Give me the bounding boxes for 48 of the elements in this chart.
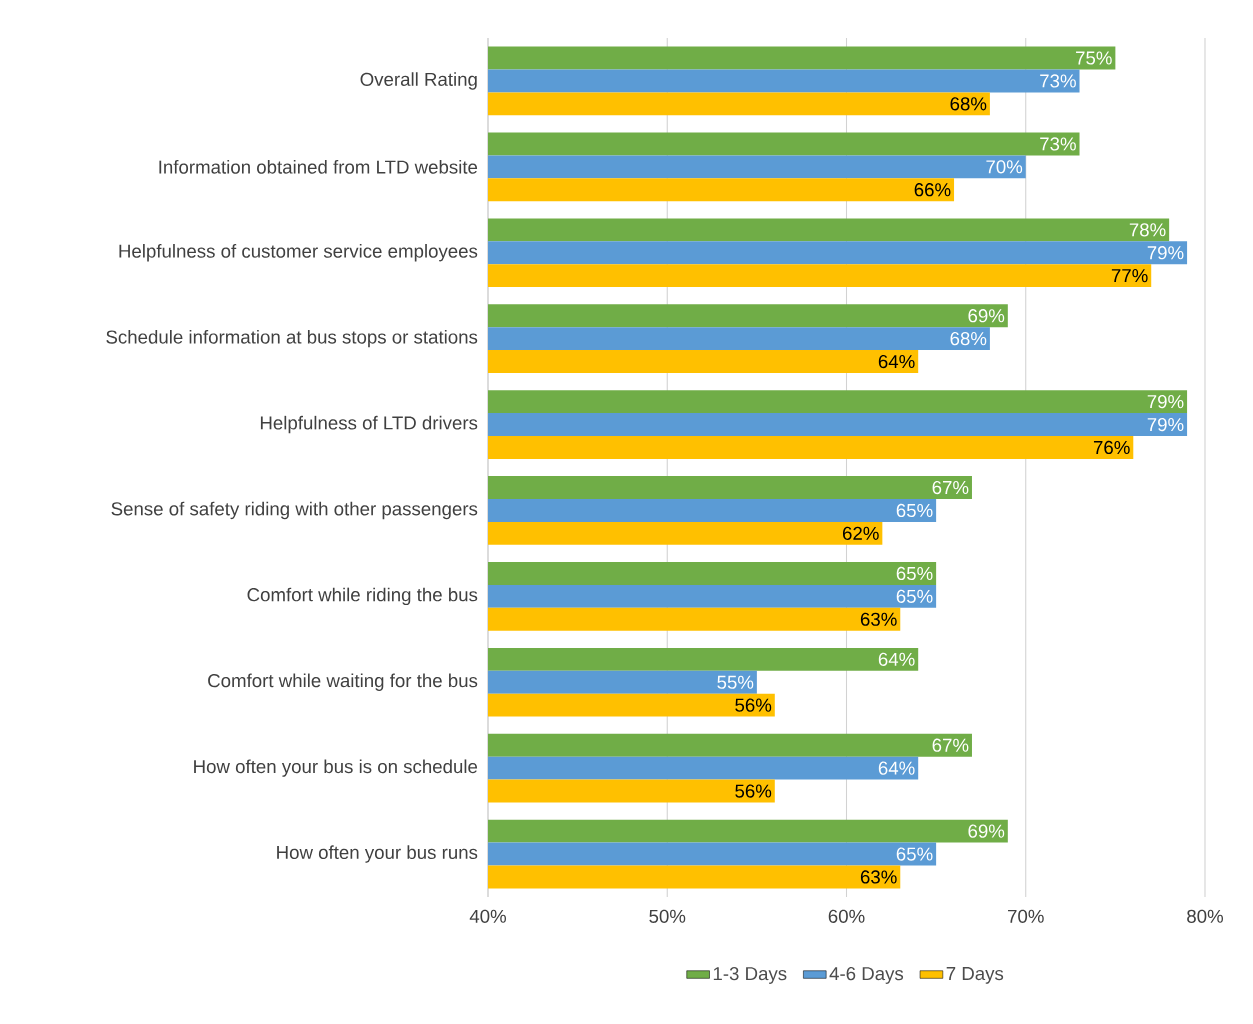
legend-label: 7 Days	[946, 967, 1004, 984]
data-label: 68%	[950, 332, 987, 346]
data-label: 65%	[896, 503, 933, 518]
data-label: 55%	[717, 675, 754, 689]
y-tick-label: How often your bus is on schedule	[194, 759, 478, 777]
data-label: 66%	[914, 183, 951, 197]
data-label: 67%	[932, 738, 969, 752]
legend-label: 1-3 Days	[713, 967, 787, 984]
x-tick-label: 80%	[1187, 909, 1224, 923]
y-tick-label: Comfort while waiting for the bus	[208, 673, 478, 691]
y-tick-label: Sense of safety riding with other passengers	[111, 501, 478, 520]
data-label: 69%	[968, 824, 1005, 838]
x-tick-label: 40%	[469, 909, 507, 923]
data-label: 78%	[1129, 223, 1166, 237]
y-tick-label: Helpfulness of customer service employees	[119, 244, 478, 262]
data-label: 69%	[968, 309, 1005, 323]
data-label: 75%	[1076, 51, 1112, 65]
data-label: 62%	[843, 526, 879, 540]
y-tick-label: Information obtained from LTD website	[159, 159, 478, 174]
data-label: 70%	[986, 160, 1023, 174]
y-tick-label: Helpfulness of LTD drivers	[260, 415, 478, 434]
y-tick-label: How often your bus runs	[277, 845, 478, 863]
data-label: 64%	[878, 354, 915, 369]
data-label: 67%	[932, 480, 969, 495]
y-tick-label: Schedule information at bus stops or stations	[106, 329, 478, 348]
data-label: 65%	[896, 847, 933, 861]
data-label: 73%	[1040, 74, 1076, 88]
data-label: 79%	[1147, 246, 1184, 260]
data-label: 63%	[860, 612, 897, 626]
x-tick-label: 60%	[828, 909, 865, 923]
y-tick-label: Overall Rating	[360, 72, 477, 90]
data-label: 64%	[878, 761, 915, 775]
x-tick-label: 70%	[1008, 909, 1044, 923]
data-label: 65%	[896, 566, 933, 581]
x-tick-label: 50%	[649, 909, 686, 923]
data-label: 73%	[1040, 137, 1076, 151]
legend-label: 4-6 Days	[829, 967, 904, 984]
data-label: 65%	[896, 589, 933, 603]
data-label: 79%	[1147, 417, 1184, 432]
y-tick-label: Comfort while riding the bus	[247, 587, 478, 606]
data-label: 64%	[878, 652, 915, 666]
data-label: 76%	[1093, 440, 1130, 455]
data-label: 56%	[735, 698, 772, 712]
data-label: 63%	[860, 870, 897, 884]
data-label: 56%	[735, 784, 772, 798]
data-label: 77%	[1111, 269, 1148, 283]
data-label: 79%	[1147, 395, 1184, 409]
data-label: 68%	[950, 97, 987, 111]
